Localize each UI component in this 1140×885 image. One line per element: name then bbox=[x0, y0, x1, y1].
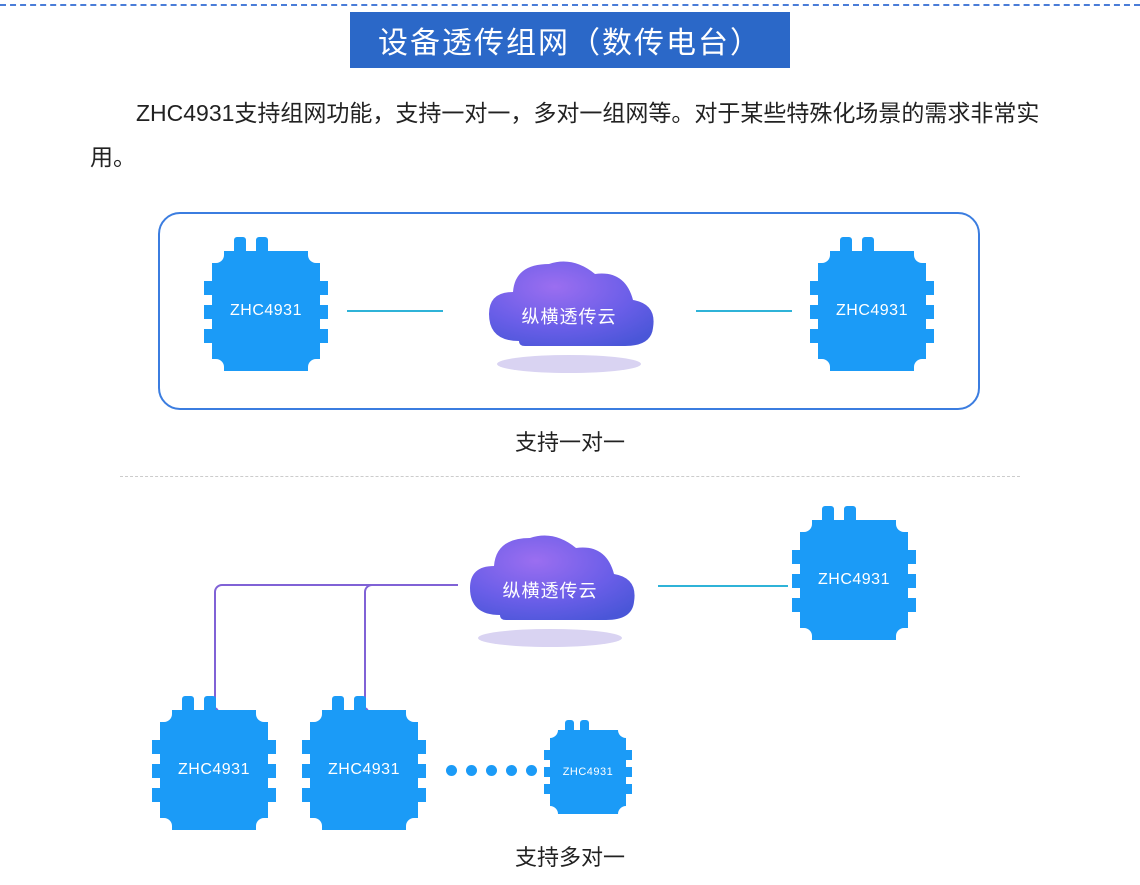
caption-many-to-one: 支持多对一 bbox=[515, 840, 625, 872]
device-label: ZHC4931 bbox=[230, 302, 302, 320]
device-label: ZHC4931 bbox=[818, 571, 890, 589]
ellipsis-dots bbox=[446, 765, 537, 776]
top-dashed-rule bbox=[0, 4, 1140, 6]
diagram-many-to-one: 纵横透传云 ZHC4931 ZHC4931 Z bbox=[140, 500, 1020, 860]
device-node: ZHC4931 bbox=[160, 710, 268, 830]
device-label: ZHC4931 bbox=[178, 761, 250, 779]
cloud-node: 纵横透传云 bbox=[450, 520, 650, 650]
device-node-right: ZHC4931 bbox=[800, 520, 908, 640]
device-node-left: ZHC4931 bbox=[212, 251, 320, 371]
device-node-right: ZHC4931 bbox=[818, 251, 926, 371]
cloud-label: 纵横透传云 bbox=[522, 303, 617, 329]
page-title: 设备透传组网（数传电台） bbox=[350, 12, 790, 68]
link-line bbox=[658, 585, 788, 587]
link-line bbox=[347, 310, 443, 312]
caption-one-to-one: 支持一对一 bbox=[515, 425, 625, 457]
diagram-one-to-one: ZHC4931 纵横透传云 ZHC4931 bbox=[158, 212, 980, 410]
separator bbox=[120, 476, 1020, 477]
device-label: ZHC4931 bbox=[563, 766, 614, 778]
cloud-node: 纵横透传云 bbox=[469, 246, 669, 376]
device-label: ZHC4931 bbox=[328, 761, 400, 779]
device-label: ZHC4931 bbox=[836, 302, 908, 320]
cloud-label: 纵横透传云 bbox=[503, 577, 598, 603]
device-node-small: ZHC4931 bbox=[550, 730, 626, 814]
purple-link bbox=[364, 584, 458, 712]
description-text: ZHC4931支持组网功能，支持一对一，多对一组网等。对于某些特殊化场景的需求非… bbox=[90, 92, 1050, 179]
link-line bbox=[696, 310, 792, 312]
device-node: ZHC4931 bbox=[310, 710, 418, 830]
